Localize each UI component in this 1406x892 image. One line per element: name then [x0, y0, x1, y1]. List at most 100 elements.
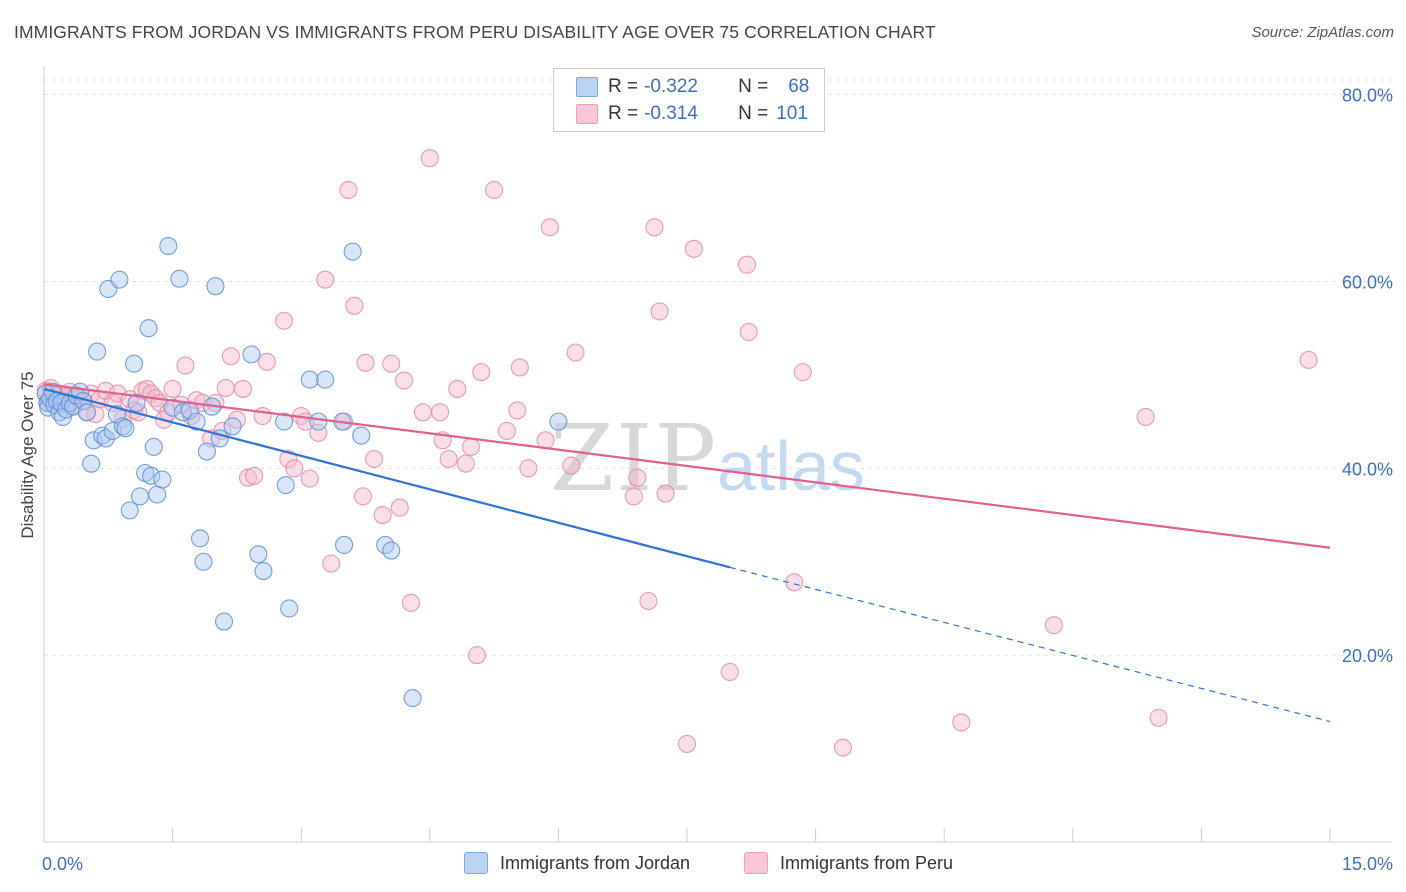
peru-point [793, 363, 812, 382]
peru-point [401, 593, 420, 612]
peru-point [720, 662, 739, 682]
jordan-point [116, 419, 135, 438]
peru-point [275, 311, 294, 330]
peru-point [163, 379, 182, 398]
jordan-point [343, 242, 362, 261]
trend-lines [43, 383, 1331, 723]
jordan-point [130, 487, 150, 506]
peru-point [339, 180, 358, 200]
peru-point [257, 352, 276, 371]
peru-point [456, 454, 475, 473]
bottom-legend-peru: Immigrants from Peru [744, 852, 953, 874]
jordan-point [242, 345, 261, 364]
peru-point [645, 218, 664, 237]
trend-line-jordan-extension [729, 566, 1331, 723]
jordan-point [190, 529, 210, 548]
jordan-point [153, 470, 172, 489]
jordan-point [382, 541, 401, 560]
peru-point [562, 456, 581, 475]
jordan-point [197, 442, 216, 461]
peru-point [345, 296, 364, 315]
peru-point [353, 487, 372, 506]
jordan-point [316, 370, 335, 389]
bottom-legend-swatch-peru [744, 852, 768, 874]
peru-point [650, 302, 669, 321]
peru-point [485, 180, 504, 200]
jordan-point [88, 342, 107, 361]
peru-point [285, 459, 304, 478]
peru-point [472, 363, 491, 382]
peru-point [677, 734, 697, 753]
peru-point [519, 459, 538, 478]
jordan-point [214, 612, 234, 631]
y-axis-label: Disability Age Over 75 [18, 371, 37, 539]
jordan-point [223, 417, 242, 436]
source-label: Source: ZipAtlas.com [1251, 24, 1394, 41]
peru-point [624, 487, 643, 506]
jordan-point [170, 269, 189, 288]
jordan-point [280, 599, 299, 618]
jordan-point [139, 319, 158, 338]
tick-labels: 20.0% 40.0% 60.0% 80.0% 0.0% 15.0% [42, 86, 1393, 874]
jordan-point [352, 426, 371, 445]
x-tick-label: 15.0% [1342, 854, 1393, 874]
legend-r-value-peru: -0.314 [644, 103, 698, 124]
peru-point [448, 379, 467, 398]
jordan-point [275, 412, 294, 431]
legend-swatch-jordan [576, 77, 598, 97]
peru-point [1136, 407, 1155, 427]
legend-row-peru: R = -0.314 N = 101 [554, 101, 808, 127]
jordan-point [335, 535, 354, 554]
jordan-point [173, 403, 192, 422]
peru-point [497, 421, 517, 441]
legend-n-value-peru: 101 [776, 103, 808, 124]
y-tick-label: 80.0% [1342, 86, 1393, 106]
legend-n-value-jordan: 68 [788, 76, 810, 97]
peru-point [279, 449, 298, 469]
peru-point [952, 713, 971, 732]
peru-point [395, 371, 414, 390]
grid-lines [44, 79, 1392, 656]
legend-swatch-peru [576, 104, 598, 124]
chart-title: IMMIGRANTS FROM JORDAN VS IMMIGRANTS FRO… [14, 22, 936, 42]
jordan-point [206, 277, 225, 296]
peru-point [431, 403, 450, 422]
legend-n-label-peru: N = [738, 103, 769, 124]
correlation-legend: R = -0.322 N = 68 R = -0.314 N = 101 [553, 68, 825, 132]
jordan-point [113, 417, 132, 436]
peru-point [244, 466, 264, 485]
peru-point [1299, 350, 1318, 370]
y-tick-label: 60.0% [1342, 273, 1393, 293]
legend-n-label-jordan: N = [738, 76, 769, 97]
series-jordan-points [36, 236, 568, 708]
jordan-point [77, 403, 96, 422]
jordan-point [254, 562, 273, 581]
trend-line-peru [43, 383, 1331, 549]
peru-point [365, 449, 384, 469]
legend-row-jordan: R = -0.322 N = 68 [554, 74, 809, 100]
jordan-point [276, 476, 295, 495]
jordan-point [549, 412, 568, 431]
peru-point [739, 322, 758, 342]
jordan-point [64, 397, 83, 416]
jordan-point [142, 466, 161, 485]
peru-point [221, 347, 240, 366]
peru-point [737, 255, 757, 274]
peru-point [253, 406, 272, 426]
jordan-point [187, 412, 206, 431]
peru-point [420, 149, 439, 168]
peru-point [382, 354, 401, 373]
trend-line-jordan [43, 387, 731, 569]
jordan-point [93, 426, 112, 445]
bottom-legend-label-jordan: Immigrants from Jordan [500, 852, 691, 873]
peru-point [1149, 708, 1168, 727]
peru-point [510, 358, 529, 377]
jordan-point [120, 501, 139, 520]
x-tick-label: 0.0% [42, 854, 83, 874]
peru-point [439, 449, 458, 469]
peru-point [461, 437, 481, 456]
watermark-atlas: atlas [717, 427, 865, 505]
jordan-point [403, 689, 422, 708]
peru-point [566, 343, 585, 362]
